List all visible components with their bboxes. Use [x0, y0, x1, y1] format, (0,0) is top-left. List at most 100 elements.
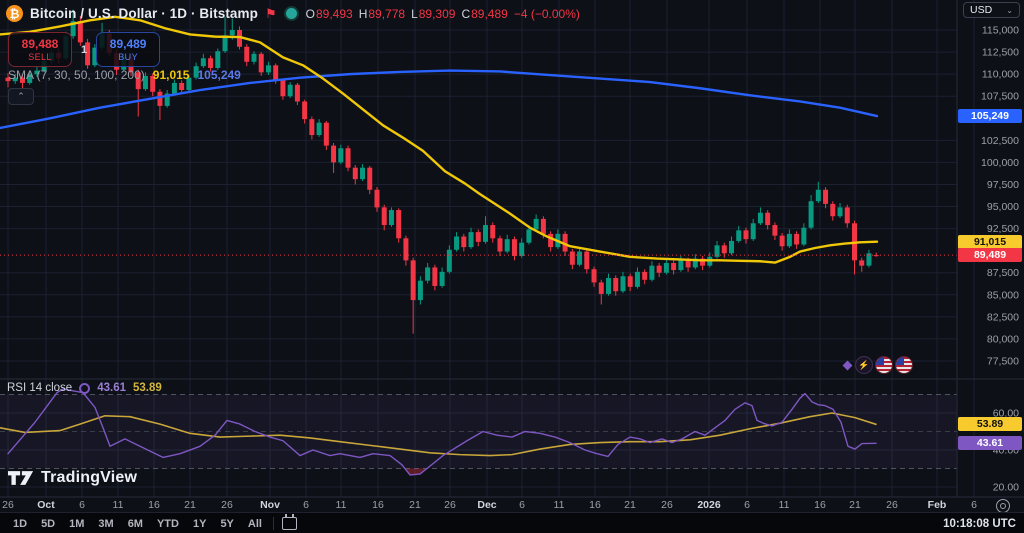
- candle-body[interactable]: [750, 223, 756, 240]
- candle-body[interactable]: [27, 74, 33, 83]
- candle-body[interactable]: [533, 218, 539, 230]
- range-button-3m[interactable]: 3M: [98, 517, 114, 530]
- candle-body[interactable]: [85, 42, 91, 66]
- candle-body[interactable]: [475, 232, 481, 242]
- rsi-indicator-icon[interactable]: [79, 382, 91, 394]
- candle-body[interactable]: [446, 249, 452, 272]
- candle-body[interactable]: [743, 230, 749, 240]
- candle-body[interactable]: [323, 122, 329, 146]
- sell-button[interactable]: 89,488 SELL: [8, 32, 72, 67]
- candle-body[interactable]: [511, 239, 517, 256]
- candle-body[interactable]: [786, 233, 792, 247]
- market-status-icon[interactable]: [283, 6, 299, 21]
- candle-body[interactable]: [569, 251, 575, 265]
- candle-body[interactable]: [294, 84, 300, 102]
- candle-body[interactable]: [779, 235, 785, 247]
- candle-body[interactable]: [627, 276, 633, 287]
- candle-body[interactable]: [844, 207, 850, 224]
- candle-body[interactable]: [381, 207, 387, 226]
- range-button-ytd[interactable]: YTD: [156, 517, 179, 530]
- candle-body[interactable]: [859, 260, 865, 266]
- candle-body[interactable]: [504, 239, 510, 252]
- candle-body[interactable]: [519, 242, 525, 256]
- candle-body[interactable]: [258, 53, 264, 73]
- candle-body[interactable]: [360, 167, 366, 180]
- candle-body[interactable]: [331, 145, 337, 163]
- candle-body[interactable]: [77, 21, 83, 43]
- candle-body[interactable]: [729, 240, 734, 254]
- candle-body[interactable]: [497, 238, 503, 252]
- candle-body[interactable]: [634, 271, 640, 287]
- candle-body[interactable]: [721, 245, 727, 254]
- candle-body[interactable]: [237, 30, 243, 47]
- range-button-1d[interactable]: 1D: [13, 517, 28, 530]
- economic-event-icon[interactable]: ⚡: [855, 356, 873, 374]
- go-to-date-icon[interactable]: [281, 514, 297, 530]
- candle-body[interactable]: [164, 93, 170, 106]
- candle-body[interactable]: [685, 260, 691, 268]
- currency-selector[interactable]: USD ⌄: [963, 2, 1020, 18]
- candle-body[interactable]: [577, 251, 583, 265]
- candle-body[interactable]: [157, 91, 163, 106]
- candle-body[interactable]: [186, 77, 192, 91]
- candle-body[interactable]: [461, 236, 467, 248]
- candle-body[interactable]: [215, 51, 221, 68]
- candle-body[interactable]: [591, 269, 597, 283]
- range-button-5d[interactable]: 5D: [41, 517, 56, 530]
- candle-body[interactable]: [316, 122, 322, 136]
- candle-body[interactable]: [526, 229, 532, 243]
- candle-body[interactable]: [432, 267, 438, 286]
- candle-body[interactable]: [142, 75, 148, 90]
- candle-body[interactable]: [598, 282, 604, 294]
- candle-body[interactable]: [5, 77, 11, 82]
- candle-body[interactable]: [34, 70, 40, 75]
- us-event-icon[interactable]: [875, 356, 893, 374]
- candle-body[interactable]: [606, 278, 612, 294]
- legend-collapse-button[interactable]: ⌃: [8, 88, 34, 105]
- candle-body[interactable]: [765, 212, 771, 226]
- rsi-legend[interactable]: RSI 14 close 43.61 53.89: [7, 382, 162, 394]
- candle-body[interactable]: [678, 260, 684, 271]
- candle-body[interactable]: [425, 267, 431, 281]
- candle-body[interactable]: [302, 101, 308, 120]
- candle-body[interactable]: [540, 218, 546, 234]
- candle-body[interactable]: [19, 77, 25, 83]
- candle-body[interactable]: [663, 263, 669, 273]
- candle-body[interactable]: [200, 58, 206, 67]
- candle-body[interactable]: [468, 232, 474, 248]
- range-button-1y[interactable]: 1Y: [192, 517, 207, 530]
- candle-body[interactable]: [244, 46, 250, 62]
- tradingview-logo[interactable]: TradingView: [8, 469, 137, 487]
- candle-body[interactable]: [135, 72, 141, 90]
- candle-body[interactable]: [548, 233, 554, 248]
- candle-body[interactable]: [656, 265, 662, 273]
- candle-body[interactable]: [649, 265, 655, 280]
- candle-body[interactable]: [584, 251, 590, 270]
- candle-body[interactable]: [222, 35, 228, 52]
- candle-body[interactable]: [642, 271, 648, 280]
- candle-body[interactable]: [801, 227, 807, 245]
- candle-body[interactable]: [251, 53, 257, 62]
- candle-body[interactable]: [179, 82, 185, 91]
- candle-body[interactable]: [12, 77, 18, 82]
- candle-body[interactable]: [815, 189, 821, 202]
- candle-body[interactable]: [265, 65, 271, 73]
- candle-body[interactable]: [562, 233, 568, 252]
- timezone-circle-icon[interactable]: [996, 499, 1010, 513]
- range-button-1m[interactable]: 1M: [69, 517, 85, 530]
- candle-body[interactable]: [736, 230, 742, 241]
- candle-body[interactable]: [671, 263, 677, 271]
- sma-legend[interactable]: SMA (7, 30, 50, 100, 200) 91,015 105,249: [8, 68, 241, 82]
- candle-body[interactable]: [794, 233, 800, 245]
- symbol-title[interactable]: Bitcoin / U.S. Dollar · 1D · Bitstamp: [30, 6, 258, 21]
- candle-body[interactable]: [338, 148, 344, 163]
- buy-button[interactable]: 89,489 BUY: [96, 32, 161, 67]
- candle-body[interactable]: [150, 75, 156, 92]
- candle-body[interactable]: [287, 84, 293, 97]
- candle-body[interactable]: [439, 271, 445, 286]
- candle-body[interactable]: [613, 278, 619, 292]
- flag-icon[interactable]: ⚑: [264, 6, 277, 21]
- candle-body[interactable]: [70, 21, 76, 37]
- candle-body[interactable]: [823, 189, 829, 204]
- candle-body[interactable]: [490, 225, 496, 239]
